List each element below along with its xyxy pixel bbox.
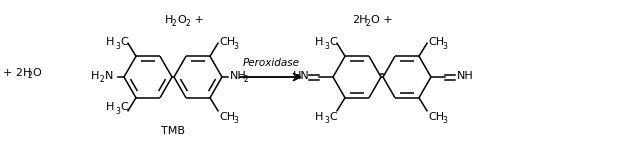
Text: 2H: 2H — [352, 15, 367, 25]
Text: 3: 3 — [324, 42, 329, 51]
Text: 3: 3 — [115, 42, 120, 51]
Text: O +: O + — [371, 15, 392, 25]
Text: CH: CH — [219, 112, 235, 122]
Text: NH: NH — [230, 71, 247, 81]
Text: TMB: TMB — [161, 126, 185, 136]
Text: H: H — [106, 37, 115, 47]
Text: 3: 3 — [442, 116, 447, 125]
Text: 3: 3 — [115, 107, 120, 116]
Text: C: C — [329, 37, 337, 47]
Text: 3: 3 — [233, 42, 238, 51]
Text: HN: HN — [293, 71, 310, 81]
Text: Peroxidase: Peroxidase — [243, 58, 300, 68]
Text: 2: 2 — [366, 19, 371, 29]
Text: NH: NH — [457, 71, 474, 81]
Text: C: C — [329, 112, 337, 122]
Text: CH: CH — [428, 112, 444, 122]
Text: H: H — [91, 71, 99, 81]
Text: 3: 3 — [233, 116, 238, 125]
Text: 2: 2 — [244, 76, 249, 85]
Text: 3: 3 — [324, 116, 329, 125]
Text: H: H — [106, 102, 115, 112]
Text: O: O — [32, 68, 41, 78]
Text: C: C — [120, 102, 128, 112]
Text: H: H — [315, 37, 323, 47]
Text: + 2H: + 2H — [3, 68, 31, 78]
Text: CH: CH — [428, 37, 444, 47]
Text: O: O — [177, 15, 186, 25]
Text: CH: CH — [219, 37, 235, 47]
Text: 2: 2 — [186, 19, 191, 29]
Text: 2: 2 — [100, 76, 105, 85]
Text: H: H — [315, 112, 323, 122]
Text: 2: 2 — [27, 71, 32, 80]
Text: 2: 2 — [172, 19, 177, 29]
Text: +: + — [191, 15, 204, 25]
Text: H: H — [165, 15, 173, 25]
Text: 3: 3 — [442, 42, 447, 51]
Text: N: N — [105, 71, 113, 81]
Text: C: C — [120, 37, 128, 47]
